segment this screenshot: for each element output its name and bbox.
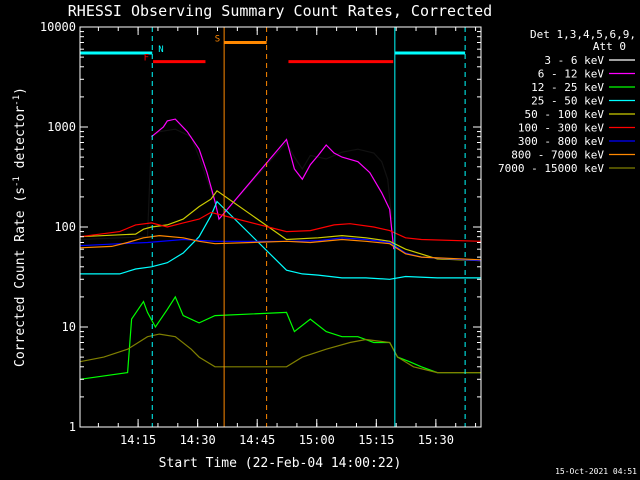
y-tick-label: 10000 bbox=[40, 20, 76, 34]
legend-entry-label: 12 - 25 keV bbox=[531, 81, 604, 94]
x-tick-label: 15:30 bbox=[418, 433, 454, 447]
legend-entry-label: 100 - 300 keV bbox=[518, 122, 604, 135]
legend-entry-label: 800 - 7000 keV bbox=[511, 149, 604, 162]
flag-label-S: S bbox=[215, 34, 220, 44]
flag-label-N: N bbox=[158, 45, 163, 55]
x-axis-label: Start Time (22-Feb-04 14:00:22) bbox=[159, 456, 402, 471]
y-tick-label: 1 bbox=[69, 420, 76, 434]
series-line-6 bbox=[79, 237, 482, 262]
legend-entry-label: 7000 - 15000 keV bbox=[498, 162, 604, 175]
legend-entry-label: 25 - 50 keV bbox=[531, 95, 604, 108]
x-tick-label: 14:15 bbox=[120, 433, 156, 447]
footer-timestamp: 15-Oct-2021 04:51 bbox=[555, 467, 637, 476]
x-tick-label: 15:15 bbox=[358, 433, 394, 447]
chart-title: RHESSI Observing Summary Count Rates, Co… bbox=[68, 2, 492, 20]
series-line-8 bbox=[79, 333, 481, 374]
legend-header-line2: Att 0 bbox=[593, 40, 626, 53]
x-tick-label: 15:00 bbox=[299, 433, 335, 447]
x-tick-label: 14:45 bbox=[239, 433, 275, 447]
legend-entry-label: 300 - 800 keV bbox=[518, 135, 604, 148]
y-tick-label: 10 bbox=[62, 320, 76, 334]
x-axis: 14:15 14:30 14:45 15:00 15:15 15:30 bbox=[97, 27, 477, 447]
legend-entry-label: 50 - 100 keV bbox=[525, 108, 605, 121]
y-tick-label: 100 bbox=[54, 220, 76, 234]
y-tick-label: 1000 bbox=[47, 120, 76, 134]
series-line-0 bbox=[79, 128, 393, 241]
data-layer: N S F bbox=[79, 27, 482, 427]
series-line-7 bbox=[79, 234, 482, 261]
flag-label-F: F bbox=[144, 54, 149, 64]
legend-entry-label: 3 - 6 keV bbox=[544, 54, 604, 67]
y-axis: 1 10 100 1000 10000 bbox=[40, 20, 481, 434]
x-tick-label: 14:30 bbox=[180, 433, 216, 447]
series-line-1 bbox=[151, 118, 395, 250]
y-axis-label: Corrected Count Rate (s-1 detector-1) bbox=[12, 87, 28, 367]
legend-entry-label: 6 - 12 keV bbox=[538, 68, 605, 81]
series-line-3 bbox=[80, 200, 481, 280]
series-line-4 bbox=[79, 189, 482, 262]
legend-header-line1: Det 1,3,4,5,6,9, bbox=[530, 28, 636, 41]
